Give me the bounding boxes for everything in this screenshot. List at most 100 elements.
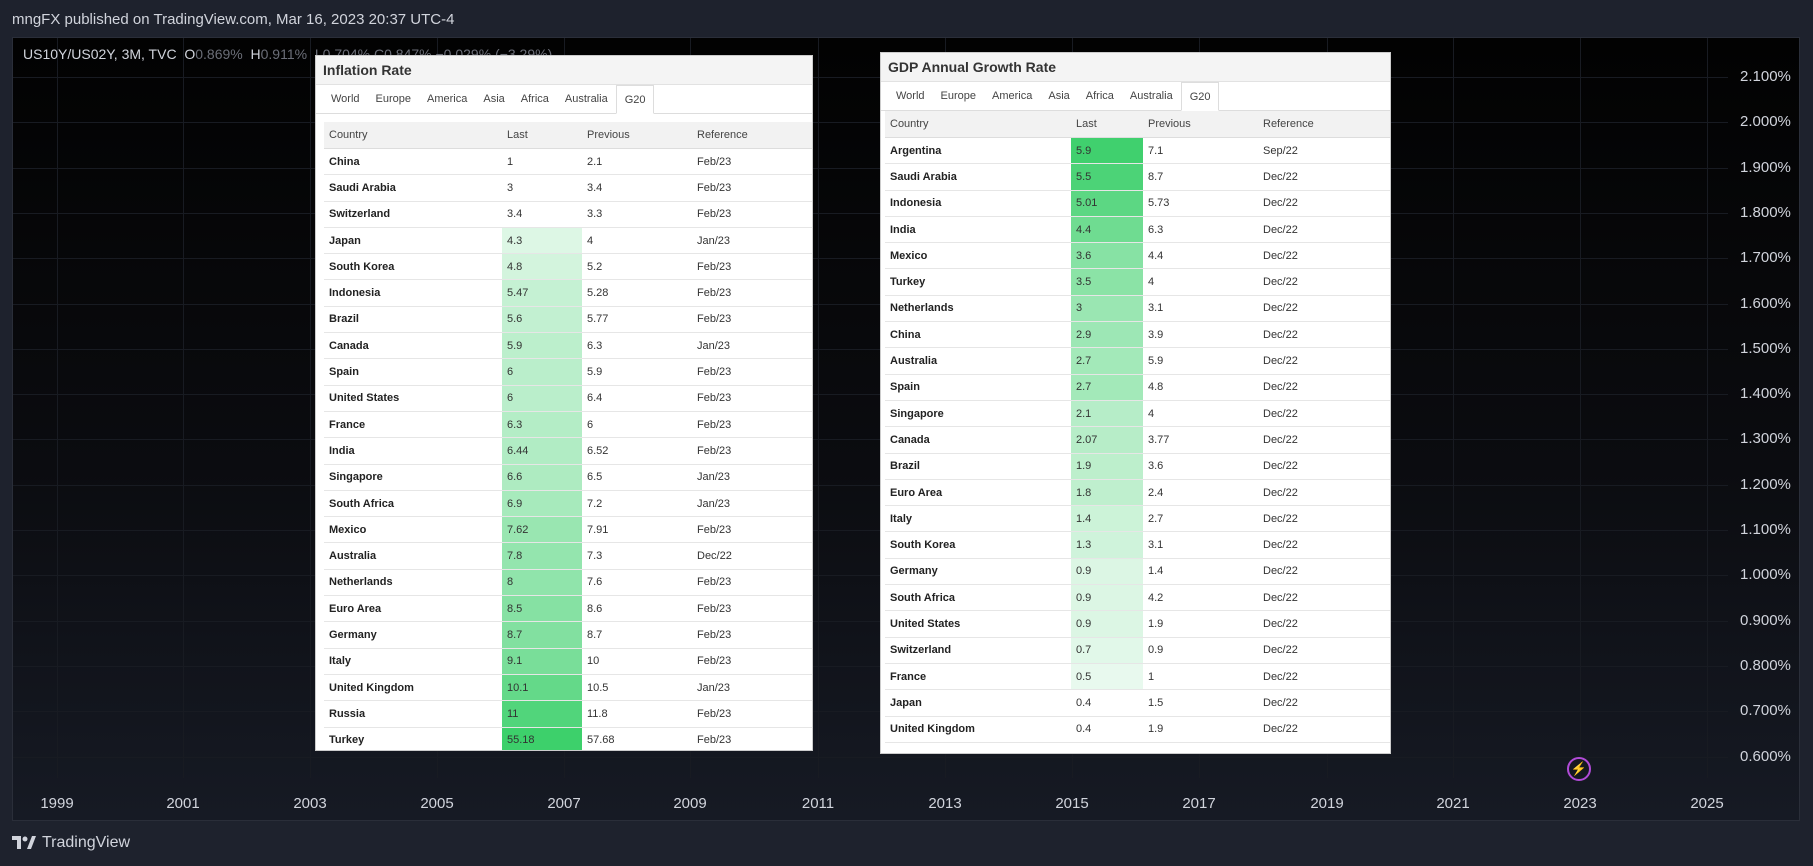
table-row[interactable]: Italy 1.4 2.7 Dec/22 bbox=[885, 505, 1390, 533]
reference-cell: Feb/23 bbox=[692, 569, 812, 597]
tab-world[interactable]: World bbox=[896, 90, 925, 102]
table-row[interactable]: Singapore 6.6 6.5 Jan/23 bbox=[324, 464, 812, 491]
table-row[interactable]: Canada 2.07 3.77 Dec/22 bbox=[885, 426, 1390, 454]
tab-world[interactable]: World bbox=[331, 93, 360, 105]
country-cell: South Africa bbox=[885, 584, 1071, 612]
table-row[interactable]: Germany 0.9 1.4 Dec/22 bbox=[885, 558, 1390, 586]
table-row[interactable]: South Korea 1.3 3.1 Dec/22 bbox=[885, 531, 1390, 559]
country-cell: United Kingdom bbox=[324, 674, 502, 702]
tab-america[interactable]: America bbox=[427, 93, 468, 105]
table-row[interactable]: Netherlands 3 3.1 Dec/22 bbox=[885, 295, 1390, 323]
table-row[interactable]: Spain 2.7 4.8 Dec/22 bbox=[885, 374, 1390, 401]
table-row[interactable]: Argentina 5.9 7.1 Sep/22 bbox=[885, 137, 1390, 165]
last-cell: 0.9 bbox=[1071, 610, 1143, 638]
price-axis-label: 0.900% bbox=[1740, 611, 1791, 629]
previous-cell: 2.1 bbox=[582, 148, 692, 176]
tradingview-logo[interactable]: TradingView bbox=[12, 834, 130, 852]
table-row[interactable]: France 6.3 6 Feb/23 bbox=[324, 411, 812, 439]
table-row[interactable]: United Kingdom 0.4 1.9 Dec/22 bbox=[885, 716, 1390, 743]
grid-line-horizontal bbox=[13, 530, 1728, 531]
table-row[interactable]: Switzerland 0.7 0.9 Dec/22 bbox=[885, 637, 1390, 664]
grid-line-horizontal bbox=[13, 77, 1728, 78]
table-row[interactable]: India 6.44 6.52 Feb/23 bbox=[324, 437, 812, 465]
previous-cell: 5.9 bbox=[1143, 347, 1258, 375]
lightning-icon[interactable]: ⚡ bbox=[1567, 757, 1591, 781]
column-header-reference[interactable]: Reference bbox=[692, 122, 812, 149]
time-axis-label: 2023 bbox=[1563, 795, 1597, 812]
reference-cell: Jan/23 bbox=[692, 490, 812, 518]
tab-asia[interactable]: Asia bbox=[483, 93, 505, 105]
table-row[interactable]: Japan 4.3 4 Jan/23 bbox=[324, 227, 812, 255]
table-row[interactable]: India 4.4 6.3 Dec/22 bbox=[885, 216, 1390, 244]
table-row[interactable]: Japan 0.4 1.5 Dec/22 bbox=[885, 689, 1390, 717]
table-row[interactable]: United Kingdom 10.1 10.5 Jan/23 bbox=[324, 674, 812, 702]
table-row[interactable]: Singapore 2.1 4 Dec/22 bbox=[885, 400, 1390, 428]
last-cell: 11 bbox=[502, 700, 582, 728]
table-row[interactable]: Mexico 7.62 7.91 Feb/23 bbox=[324, 516, 812, 544]
table-row[interactable]: France 0.5 1 Dec/22 bbox=[885, 663, 1390, 691]
table-row[interactable]: Brazil 1.9 3.6 Dec/22 bbox=[885, 453, 1390, 480]
table-row[interactable]: Australia 7.8 7.3 Dec/22 bbox=[324, 542, 812, 570]
table-row[interactable]: Germany 8.7 8.7 Feb/23 bbox=[324, 621, 812, 649]
table-row[interactable]: Indonesia 5.01 5.73 Dec/22 bbox=[885, 190, 1390, 217]
table-row[interactable]: Turkey 3.5 4 Dec/22 bbox=[885, 268, 1390, 296]
table-row[interactable]: Italy 9.1 10 Feb/23 bbox=[324, 648, 812, 675]
table-row[interactable]: Russia 11 11.8 Feb/23 bbox=[324, 700, 812, 728]
table-row[interactable]: South Africa 6.9 7.2 Jan/23 bbox=[324, 490, 812, 518]
country-cell: Switzerland bbox=[324, 201, 502, 228]
tab-europe[interactable]: Europe bbox=[940, 90, 977, 102]
column-header-last[interactable]: Last bbox=[1071, 111, 1143, 138]
inflation-table: Country Last Previous Reference China 1 2.1 Fe… bbox=[324, 122, 812, 750]
tab-asia[interactable]: Asia bbox=[1048, 90, 1070, 102]
tab-australia[interactable]: Australia bbox=[1129, 90, 1173, 102]
table-row[interactable]: Saudi Arabia 3 3.4 Feb/23 bbox=[324, 174, 812, 202]
country-cell: China bbox=[324, 148, 502, 176]
table-row[interactable]: Turkey 55.18 57.68 Feb/23 bbox=[324, 727, 812, 750]
table-row[interactable]: United States 0.9 1.9 Dec/22 bbox=[885, 610, 1390, 638]
tab-africa[interactable]: Africa bbox=[1085, 90, 1114, 102]
table-row[interactable]: Euro Area 1.8 2.4 Dec/22 bbox=[885, 479, 1390, 507]
table-row[interactable]: Switzerland 3.4 3.3 Feb/23 bbox=[324, 201, 812, 228]
country-cell: France bbox=[885, 663, 1071, 691]
table-row[interactable]: Saudi Arabia 5.5 8.7 Dec/22 bbox=[885, 163, 1390, 191]
reference-cell: Jan/23 bbox=[692, 464, 812, 491]
tab-g20[interactable]: G20 bbox=[1180, 82, 1220, 111]
last-cell: 0.9 bbox=[1071, 584, 1143, 612]
column-header-reference[interactable]: Reference bbox=[1258, 111, 1390, 138]
tab-europe[interactable]: Europe bbox=[375, 93, 412, 105]
country-cell: Spain bbox=[324, 358, 502, 386]
table-row[interactable]: Netherlands 8 7.6 Feb/23 bbox=[324, 569, 812, 597]
column-header-previous[interactable]: Previous bbox=[1143, 111, 1258, 138]
country-cell: Singapore bbox=[324, 464, 502, 491]
table-row[interactable]: China 1 2.1 Feb/23 bbox=[324, 148, 812, 176]
country-cell: Mexico bbox=[324, 516, 502, 544]
reference-cell: Feb/23 bbox=[692, 621, 812, 649]
last-cell: 8.7 bbox=[502, 621, 582, 649]
reference-cell: Dec/22 bbox=[1258, 689, 1390, 717]
table-row[interactable]: Canada 5.9 6.3 Jan/23 bbox=[324, 332, 812, 360]
gdp-title: GDP Annual Growth Rate bbox=[881, 53, 1390, 82]
table-row[interactable]: South Africa 0.9 4.2 Dec/22 bbox=[885, 584, 1390, 612]
table-row[interactable]: Euro Area 8.5 8.6 Feb/23 bbox=[324, 595, 812, 623]
tab-australia[interactable]: Australia bbox=[564, 93, 608, 105]
column-header-country[interactable]: Country bbox=[324, 122, 502, 149]
tab-africa[interactable]: Africa bbox=[520, 93, 549, 105]
tab-g20[interactable]: G20 bbox=[615, 85, 655, 114]
table-row[interactable]: Spain 6 5.9 Feb/23 bbox=[324, 358, 812, 386]
column-header-country[interactable]: Country bbox=[885, 111, 1071, 138]
table-row[interactable]: South Korea 4.8 5.2 Feb/23 bbox=[324, 253, 812, 281]
last-cell: 0.5 bbox=[1071, 663, 1143, 691]
column-header-previous[interactable]: Previous bbox=[582, 122, 692, 149]
reference-cell: Feb/23 bbox=[692, 595, 812, 623]
table-row[interactable]: United States 6 6.4 Feb/23 bbox=[324, 385, 812, 412]
country-cell: South Korea bbox=[885, 531, 1071, 559]
table-row[interactable]: Mexico 3.6 4.4 Dec/22 bbox=[885, 242, 1390, 270]
tab-america[interactable]: America bbox=[992, 90, 1033, 102]
column-header-last[interactable]: Last bbox=[502, 122, 582, 149]
table-row[interactable]: Australia 2.7 5.9 Dec/22 bbox=[885, 347, 1390, 375]
table-row[interactable]: Brazil 5.6 5.77 Feb/23 bbox=[324, 306, 812, 334]
previous-cell: 8.7 bbox=[582, 621, 692, 649]
table-row[interactable]: China 2.9 3.9 Dec/22 bbox=[885, 321, 1390, 349]
table-row[interactable]: Indonesia 5.47 5.28 Feb/23 bbox=[324, 279, 812, 307]
ticker-high-value: 0.911% bbox=[260, 46, 308, 62]
